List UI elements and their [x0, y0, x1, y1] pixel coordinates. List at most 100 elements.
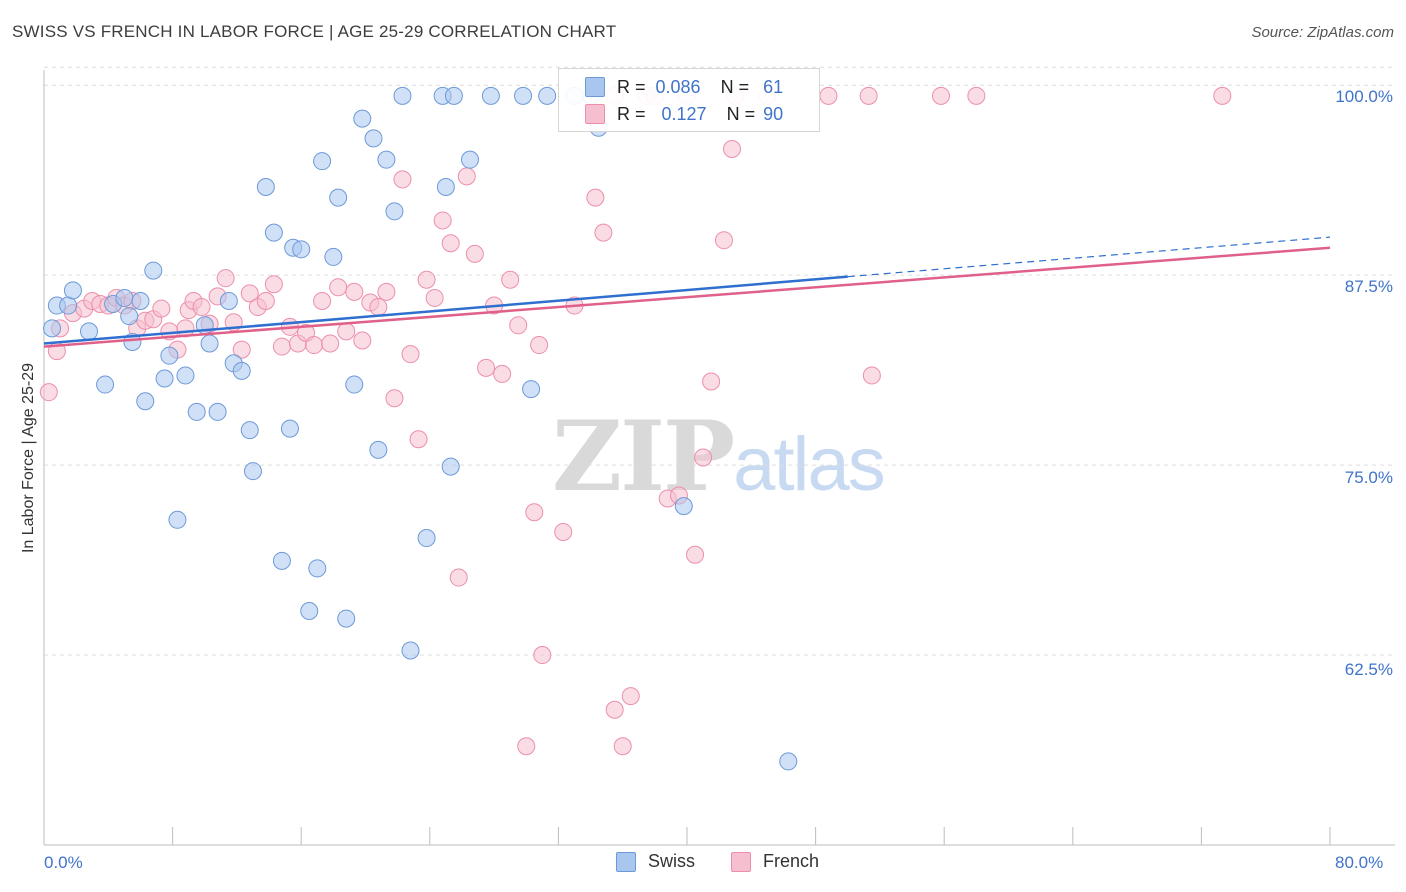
- x-tick-label-min: 0.0%: [44, 853, 83, 872]
- french-point: [337, 322, 356, 341]
- french-point: [441, 234, 460, 253]
- trend-lines: [43, 236, 1331, 348]
- chart-title: SWISS VS FRENCH IN LABOR FORCE | AGE 25-…: [12, 22, 617, 41]
- swiss-r-value: 0.086: [655, 76, 701, 97]
- swiss-point: [243, 462, 262, 481]
- x-tick-label-max: 80.0%: [1335, 853, 1384, 872]
- swiss-point: [131, 291, 150, 310]
- french-swatch: [585, 104, 605, 124]
- y-tick-label-75: 75.0%: [1344, 468, 1393, 487]
- swiss-point: [144, 261, 163, 280]
- french-r-value: 0.127: [661, 103, 707, 124]
- french-point: [586, 188, 605, 207]
- series-legend: Swiss French: [0, 851, 1406, 877]
- french-point: [509, 316, 528, 335]
- swiss-point: [353, 109, 372, 128]
- swiss-trend-line: [43, 275, 848, 345]
- french-point: [493, 364, 512, 383]
- french-point: [385, 389, 404, 408]
- french-point: [272, 337, 291, 356]
- french-trend-line: [43, 246, 1331, 348]
- french-point: [714, 231, 733, 250]
- french-point: [525, 503, 544, 522]
- legend-swatch-french: [731, 851, 751, 872]
- swiss-point: [256, 178, 275, 197]
- y-tick-label-87-5: 87.5%: [1344, 277, 1393, 296]
- french-point: [859, 86, 878, 105]
- legend-swatch-swiss: [616, 851, 636, 872]
- french-point: [264, 275, 283, 294]
- french-point: [401, 345, 420, 364]
- watermark-atlas: atlas: [733, 422, 886, 507]
- legend-label-swiss: Swiss: [648, 851, 696, 871]
- french-point: [967, 86, 986, 105]
- swiss-point: [369, 440, 388, 459]
- y-axis-label: In Labor Force | Age 25-29: [20, 362, 37, 554]
- french-point: [369, 298, 388, 317]
- french-point: [533, 646, 552, 665]
- swiss-point: [208, 402, 227, 421]
- french-point: [192, 298, 211, 317]
- swiss-point: [417, 529, 436, 548]
- french-point: [594, 223, 613, 242]
- swiss-point: [168, 510, 187, 529]
- legend-row-swiss: R = 0.086 N = 61: [585, 74, 783, 100]
- french-point: [216, 269, 235, 288]
- swiss-point: [674, 497, 693, 516]
- french-r-label: R =: [617, 103, 646, 124]
- french-point: [621, 687, 640, 706]
- french-point: [321, 334, 340, 353]
- swiss-point: [308, 559, 327, 578]
- watermark: ZIPatlas: [552, 400, 886, 513]
- french-point: [501, 270, 520, 289]
- french-point: [686, 545, 705, 564]
- swiss-point: [436, 178, 455, 197]
- y-tick-label-62-5: 62.5%: [1344, 660, 1393, 679]
- french-point: [353, 331, 372, 350]
- swiss-point: [115, 288, 134, 307]
- french-point: [256, 291, 275, 310]
- french-point: [477, 358, 496, 377]
- french-point: [152, 299, 171, 318]
- french-point: [433, 211, 452, 230]
- french-point: [425, 288, 444, 307]
- french-point: [605, 700, 624, 719]
- swiss-point: [43, 319, 62, 338]
- swiss-point: [219, 291, 238, 310]
- french-point: [530, 336, 549, 355]
- swiss-point: [120, 307, 139, 326]
- swiss-point: [80, 322, 99, 341]
- swiss-n-label: N =: [720, 76, 750, 97]
- swiss-r-label: R =: [617, 76, 646, 97]
- french-point: [702, 372, 721, 391]
- legend-item-french: French: [731, 851, 819, 872]
- french-point: [345, 282, 364, 301]
- swiss-point: [514, 86, 533, 105]
- french-point: [517, 737, 536, 756]
- grid-lines: [44, 66, 1395, 656]
- swiss-point: [240, 421, 259, 440]
- swiss-point: [59, 296, 78, 315]
- french-point: [457, 167, 476, 186]
- legend-label-french: French: [763, 851, 820, 871]
- french-n-label: N =: [726, 103, 756, 124]
- swiss-point: [522, 380, 541, 399]
- french-point: [931, 86, 950, 105]
- french-point: [417, 270, 436, 289]
- french-point: [554, 522, 573, 541]
- swiss-point: [264, 223, 283, 242]
- swiss-point: [272, 551, 291, 570]
- legend-row-french: R = 0.127 N = 90: [585, 101, 783, 127]
- swiss-point: [232, 361, 251, 380]
- swiss-point: [460, 150, 479, 169]
- swiss-point: [280, 419, 299, 438]
- swiss-point: [364, 129, 383, 148]
- swiss-point: [329, 188, 348, 207]
- swiss-point: [385, 202, 404, 221]
- french-point: [240, 284, 259, 303]
- swiss-point: [176, 366, 195, 385]
- french-point: [819, 86, 838, 105]
- french-point: [465, 244, 484, 263]
- swiss-trend-extension: [847, 236, 1331, 278]
